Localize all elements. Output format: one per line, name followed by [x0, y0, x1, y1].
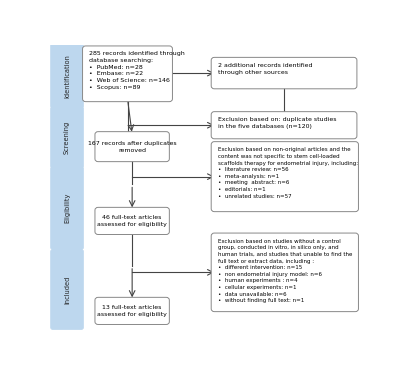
Text: 46 full-text articles
assessed for eligibility: 46 full-text articles assessed for eligi… — [97, 215, 167, 227]
FancyBboxPatch shape — [82, 46, 172, 102]
FancyBboxPatch shape — [95, 132, 169, 162]
FancyBboxPatch shape — [51, 167, 84, 250]
Text: Eligibility: Eligibility — [64, 193, 70, 223]
FancyBboxPatch shape — [211, 233, 358, 312]
Text: 167 records after duplicates
removed: 167 records after duplicates removed — [88, 141, 176, 152]
FancyBboxPatch shape — [51, 44, 84, 108]
Text: Identification: Identification — [64, 54, 70, 98]
FancyBboxPatch shape — [51, 106, 84, 168]
Text: Screening: Screening — [64, 121, 70, 154]
Text: Included: Included — [64, 275, 70, 304]
FancyBboxPatch shape — [51, 249, 84, 329]
Text: Exclusion based on: duplicate studies
in the five databases (n=120): Exclusion based on: duplicate studies in… — [218, 117, 336, 129]
FancyBboxPatch shape — [211, 58, 357, 89]
FancyBboxPatch shape — [95, 207, 169, 234]
FancyBboxPatch shape — [211, 112, 357, 139]
Text: 13 full-text articles
assessed for eligibility: 13 full-text articles assessed for eligi… — [97, 305, 167, 317]
FancyBboxPatch shape — [95, 297, 169, 325]
Text: 285 records identified through
database searching:
•  PubMed: n=28
•  Embase: n=: 285 records identified through database … — [89, 51, 185, 90]
Text: 2 additional records identified
through other sources: 2 additional records identified through … — [218, 63, 312, 75]
FancyBboxPatch shape — [211, 142, 358, 211]
Text: Exclusion based on non-original articles and the
content was not specific to ste: Exclusion based on non-original articles… — [218, 147, 358, 198]
Text: Exclusion based on studies without a control
group, conducted in vitro, in silic: Exclusion based on studies without a con… — [218, 239, 352, 303]
